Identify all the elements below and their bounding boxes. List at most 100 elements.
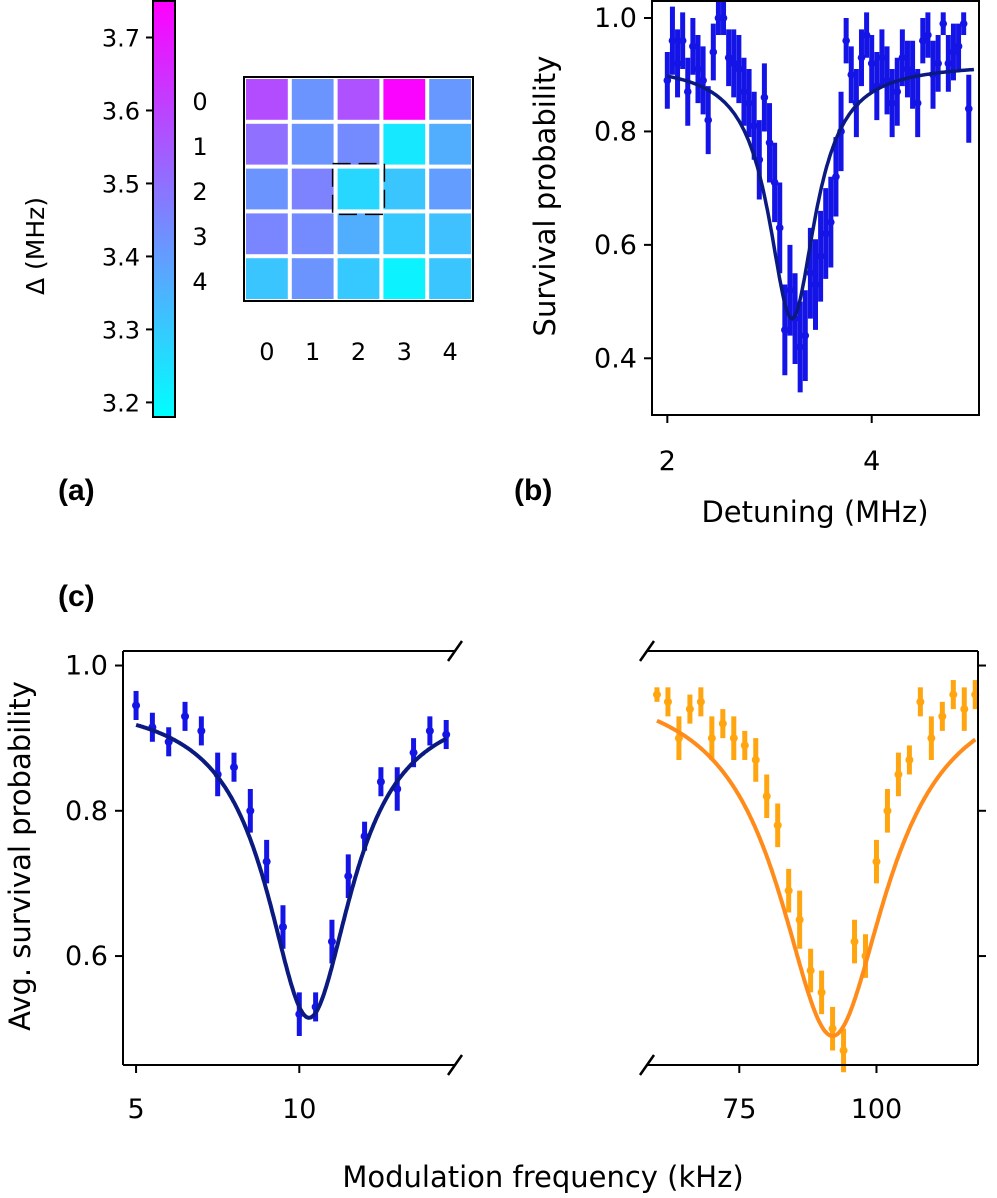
y-tick-label: 1.0 — [65, 651, 108, 682]
data-point — [905, 755, 914, 764]
heatmap-column-label: 4 — [442, 338, 457, 366]
panel-c-axes-frames — [122, 640, 979, 1076]
data-point — [801, 331, 810, 340]
data-point — [872, 857, 881, 866]
data-point — [663, 697, 672, 706]
data-point — [784, 886, 793, 895]
data-point — [821, 229, 830, 238]
data-point — [918, 36, 927, 45]
panel-c-xlabel: Modulation frequency (kHz) — [342, 1160, 743, 1194]
x-tick-label: 5 — [127, 1094, 144, 1125]
data-point — [409, 748, 418, 757]
data-point — [181, 712, 190, 721]
data-point — [781, 326, 789, 334]
heatmap-column-label: 1 — [305, 338, 320, 366]
colorbar-tick-label: 3.6 — [102, 97, 140, 125]
heatmap-cell — [429, 123, 471, 165]
data-point — [694, 65, 702, 73]
axis-break-mark — [638, 1054, 656, 1076]
data-point — [696, 697, 705, 706]
colorbar-tick-label: 3.7 — [102, 24, 140, 52]
heatmap-column-label: 3 — [397, 338, 412, 366]
heatmap-row-label: 2 — [192, 178, 207, 206]
data-point — [893, 87, 902, 96]
panel-c-ticks: 5 10 75 100 0.6 0.8 1.0 — [65, 651, 986, 1125]
data-point — [862, 31, 871, 39]
colorbar-label: Δ (MHz) — [21, 197, 50, 295]
heatmap-cell — [246, 258, 288, 299]
panel-c-modulation: (c) 5 10 75 100 0.6 0.8 1.0 Modulation frequen… — [3, 580, 986, 1194]
heatmap-frame — [243, 76, 474, 302]
data-point — [775, 224, 784, 232]
data-point — [898, 53, 907, 62]
heatmap-cell — [337, 213, 380, 255]
data-point — [924, 31, 932, 39]
axis-break-mark — [446, 1054, 464, 1076]
panel-b-resonance: 2 4 0.4 0.6 0.8 1.0 Detuning (MHz) Survival p… — [514, 0, 980, 529]
data-point — [773, 821, 782, 830]
data-point — [262, 857, 271, 866]
data-point — [278, 923, 287, 931]
data-point — [954, 42, 963, 51]
data-point — [740, 87, 748, 96]
y-tick-label: 0.8 — [594, 116, 637, 147]
data-point — [827, 218, 835, 226]
heatmap-cell — [291, 213, 334, 255]
data-point — [842, 36, 850, 45]
data-point — [652, 690, 661, 699]
data-point — [751, 755, 760, 764]
data-point — [685, 705, 694, 714]
panel-b-ylabel: Survival probability — [528, 56, 562, 337]
data-point — [230, 763, 238, 772]
heatmap-cell — [291, 168, 334, 210]
data-point — [944, 59, 953, 68]
data-point — [760, 93, 769, 102]
data-point — [839, 1046, 848, 1055]
data-point — [806, 966, 815, 975]
data-point — [442, 730, 451, 739]
data-point — [770, 178, 779, 187]
data-point — [949, 48, 958, 56]
data-point — [197, 726, 206, 735]
heatmap-cell — [246, 123, 288, 165]
data-point — [735, 65, 743, 73]
data-point — [927, 734, 936, 743]
data-point — [811, 280, 820, 289]
data-point — [903, 65, 912, 73]
data-point — [938, 712, 947, 721]
fit-curve — [135, 722, 448, 1020]
data-point — [699, 76, 707, 85]
data-point — [795, 915, 804, 924]
data-point — [847, 70, 856, 79]
data-point — [718, 719, 727, 728]
heatmap-column-labels: 0 1 2 3 4 — [259, 338, 457, 366]
x-tick-label: 100 — [851, 1094, 903, 1125]
data-point — [786, 286, 794, 295]
heatmap-row-label: 1 — [192, 133, 207, 161]
colorbar-tick-label: 3.4 — [102, 243, 140, 271]
data-point — [867, 59, 876, 68]
heatmap-cell — [429, 213, 471, 255]
heatmap-row-labels: 0 1 2 3 4 — [192, 88, 207, 296]
fit-curve — [666, 67, 975, 321]
heatmap-cell — [291, 123, 334, 165]
data-point — [673, 59, 682, 68]
data-point — [959, 19, 968, 28]
data-point — [816, 252, 825, 261]
data-point — [719, 14, 728, 22]
data-point — [689, 42, 697, 51]
x-tick-label: 75 — [722, 1094, 756, 1125]
data-point — [740, 741, 749, 750]
heatmap-cell — [246, 168, 288, 210]
heatmap-cell — [429, 258, 471, 299]
heatmap-cell — [429, 79, 471, 120]
panel-b-marks — [663, 1, 975, 393]
data-point — [729, 59, 738, 68]
panel-label-a: (a) — [58, 474, 95, 507]
panel-c-ylabel: Avg. survival probability — [3, 681, 37, 1031]
data-point — [894, 770, 903, 779]
data-point — [934, 59, 942, 68]
data-point — [376, 777, 385, 786]
heatmap-cell — [337, 79, 380, 120]
